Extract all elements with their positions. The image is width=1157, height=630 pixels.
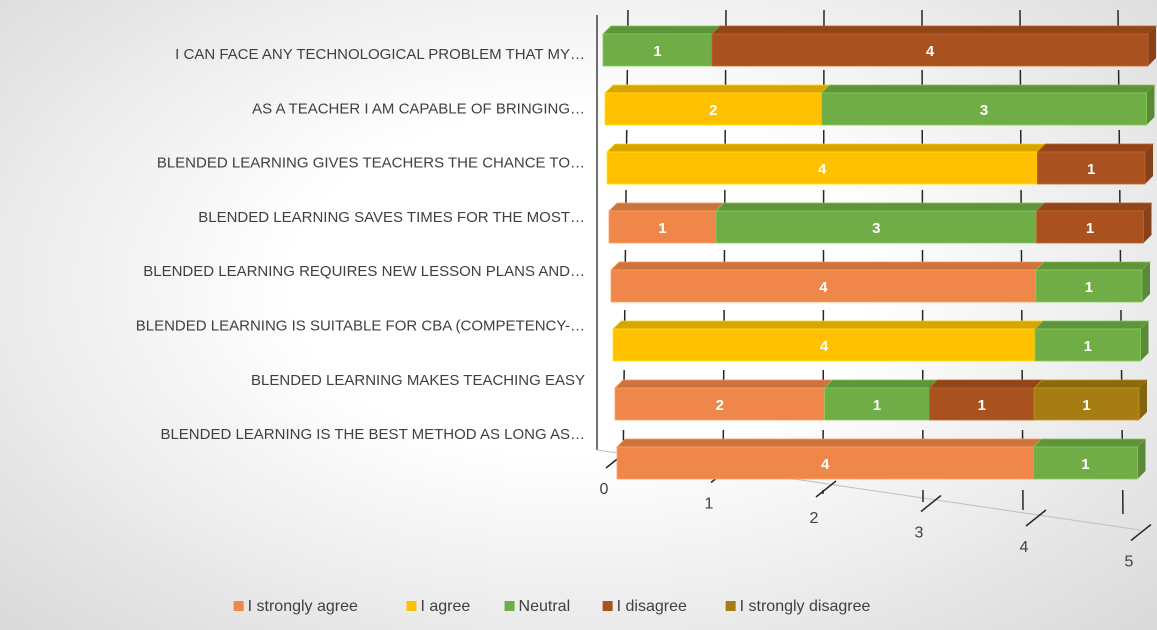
data-label: 1: [1082, 397, 1090, 414]
bar-top: [606, 143, 1047, 153]
data-label: 3: [980, 102, 988, 119]
grid-line: [921, 9, 924, 503]
bar-side: [1137, 439, 1146, 479]
bar-top: [714, 202, 1046, 212]
category-label: BLENDED LEARNING GIVES TEACHERS THE CHAN…: [157, 155, 585, 172]
data-label: 1: [873, 397, 881, 414]
bar-side: [1146, 85, 1155, 125]
bar: [1034, 328, 1141, 362]
data-label: 1: [1085, 279, 1093, 296]
legend-label: I agree: [420, 598, 470, 615]
bar-top: [823, 379, 939, 389]
bar-side: [1145, 144, 1153, 184]
bar: [602, 33, 713, 67]
bar: [1033, 446, 1138, 480]
bar-top: [1032, 438, 1147, 448]
category-label: BLENDED LEARNING SAVES TIMES FOR THE MOS…: [198, 209, 585, 226]
bar: [711, 33, 1149, 67]
bar-side: [1148, 26, 1156, 66]
bar-top: [616, 438, 1043, 448]
bar: [610, 269, 1037, 303]
bar-top: [608, 202, 725, 212]
bar: [821, 92, 1147, 126]
legend-swatch: [602, 601, 613, 611]
data-label: 1: [1084, 338, 1092, 355]
bar-top: [614, 379, 834, 389]
data-label: 4: [820, 338, 829, 355]
legend-swatch: [725, 601, 736, 611]
bar: [1036, 210, 1144, 244]
bar: [616, 446, 1034, 480]
bar-top: [602, 25, 721, 35]
data-label: 1: [1086, 220, 1094, 237]
data-label: 2: [709, 102, 717, 119]
bar: [608, 210, 717, 244]
bar: [1033, 387, 1140, 421]
bar-side: [1139, 380, 1147, 420]
data-label: 4: [821, 456, 830, 473]
bar: [1035, 269, 1143, 303]
bar-top: [1035, 202, 1153, 212]
tick-mark: [920, 494, 942, 513]
legend-label: I strongly disagree: [740, 598, 871, 615]
data-label: 3: [872, 220, 880, 237]
bar-side: [1143, 203, 1152, 243]
bar-top: [604, 84, 831, 94]
bar: [715, 210, 1038, 244]
data-label: 1: [1087, 161, 1095, 178]
bar: [614, 387, 826, 421]
legend-label: I disagree: [617, 598, 687, 615]
x-tick-label: 5: [1125, 554, 1134, 571]
x-tick-label: 0: [600, 481, 609, 498]
legend-swatch: [406, 601, 417, 611]
category-label: I CAN FACE ANY TECHNOLOGICAL PROBLEM THA…: [175, 46, 585, 63]
tick-mark: [815, 480, 837, 498]
bar-top: [1034, 261, 1151, 271]
legend-swatch: [233, 601, 244, 611]
category-label: BLENDED LEARNING MAKES TEACHING EASY: [251, 372, 585, 389]
bar: [1037, 151, 1146, 185]
bar-side: [1140, 321, 1149, 361]
bar-top: [610, 261, 1045, 271]
category-label: BLENDED LEARNING IS SUITABLE FOR CBA (CO…: [136, 317, 585, 334]
x-tick-label: 2: [810, 510, 819, 527]
data-label: 1: [1081, 456, 1089, 473]
legend-swatch: [504, 601, 515, 611]
bar: [606, 151, 1038, 185]
grid-line: [822, 9, 825, 495]
bar-top: [928, 379, 1044, 389]
data-label: 2: [716, 397, 724, 414]
bar-top: [820, 84, 1156, 94]
category-label: BLENDED LEARNING REQUIRES NEW LESSON PLA…: [143, 263, 585, 280]
legend-label: Neutral: [519, 598, 571, 615]
x-tick-label: 1: [705, 496, 714, 513]
category-label: AS A TEACHER I AM CAPABLE OF BRINGING…: [252, 100, 585, 117]
bar-top: [711, 25, 1157, 35]
bar: [824, 387, 930, 421]
category-label: BLENDED LEARNING IS THE BEST METHOD AS L…: [160, 426, 585, 443]
bar-top: [1036, 143, 1154, 153]
bar-top: [1034, 320, 1150, 330]
bar: [612, 328, 1036, 362]
data-label: 4: [818, 161, 827, 178]
data-label: 1: [658, 220, 666, 237]
tick-mark: [1130, 523, 1152, 542]
data-label: 1: [653, 43, 661, 60]
bar-side: [1142, 262, 1150, 302]
data-label: 4: [819, 279, 828, 296]
data-label: 4: [926, 43, 935, 60]
tick-mark: [1025, 509, 1047, 527]
x-tick-label: 4: [1020, 539, 1029, 556]
bar: [604, 92, 823, 126]
data-label: 1: [978, 397, 986, 414]
bar-top: [612, 320, 1044, 330]
x-tick-label: 3: [915, 525, 924, 542]
legend-label: I strongly agree: [248, 598, 358, 615]
bar-top: [1033, 379, 1148, 389]
